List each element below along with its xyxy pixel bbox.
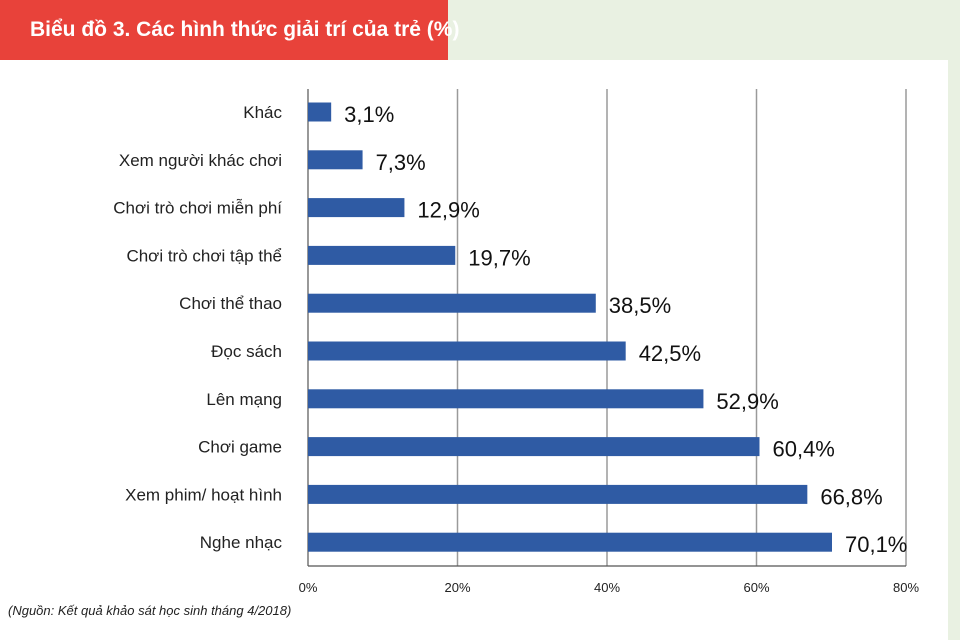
data-label: 7,3% [376,150,426,175]
category-label: Chơi trò chơi tập thể [126,246,282,265]
chart-panel: 0% 20% 40% 60% 80% Khác 3,1% Xem người khác chơ… [0,60,948,640]
bar [308,102,332,122]
category-label: Xem phim/ hoạt hình [125,485,282,504]
data-label: 60,4% [772,437,834,462]
bar [308,437,760,457]
category-label: Chơi trò chơi miễn phí [113,199,282,218]
x-tick-label: 0% [299,580,318,595]
bar [308,532,832,552]
data-label: 12,9% [417,198,479,223]
data-label: 70,1% [845,532,907,557]
bar-chart: 0% 20% 40% 60% 80% Khác 3,1% Xem người khác chơ… [113,89,919,595]
bar [308,150,363,170]
category-label: Chơi game [198,438,282,457]
data-label: 66,8% [820,484,882,509]
data-label: 52,9% [716,389,778,414]
data-label: 19,7% [468,245,530,270]
x-tick-label: 40% [594,580,620,595]
x-tick-label: 80% [893,580,919,595]
category-label: Khác [243,103,282,122]
data-label: 3,1% [344,102,394,127]
bar [308,484,808,504]
bar [308,341,626,361]
x-tick-label: 60% [743,580,769,595]
category-label: Chơi thể thao [179,294,282,313]
data-label: 38,5% [609,293,671,318]
source-note: (Nguồn: Kết quả khảo sát học sinh tháng … [8,603,292,618]
bar [308,198,405,218]
category-label: Đọc sách [211,342,282,361]
chart-title: Biểu đồ 3. Các hình thức giải trí của tr… [0,0,459,60]
x-tick-label: 20% [444,580,470,595]
data-label: 42,5% [639,341,701,366]
category-label: Xem người khác chơi [119,151,282,170]
bar [308,293,596,313]
bar [308,245,456,265]
category-label: Nghe nhạc [200,533,283,552]
bar [308,389,704,409]
category-label: Lên mạng [206,390,282,409]
